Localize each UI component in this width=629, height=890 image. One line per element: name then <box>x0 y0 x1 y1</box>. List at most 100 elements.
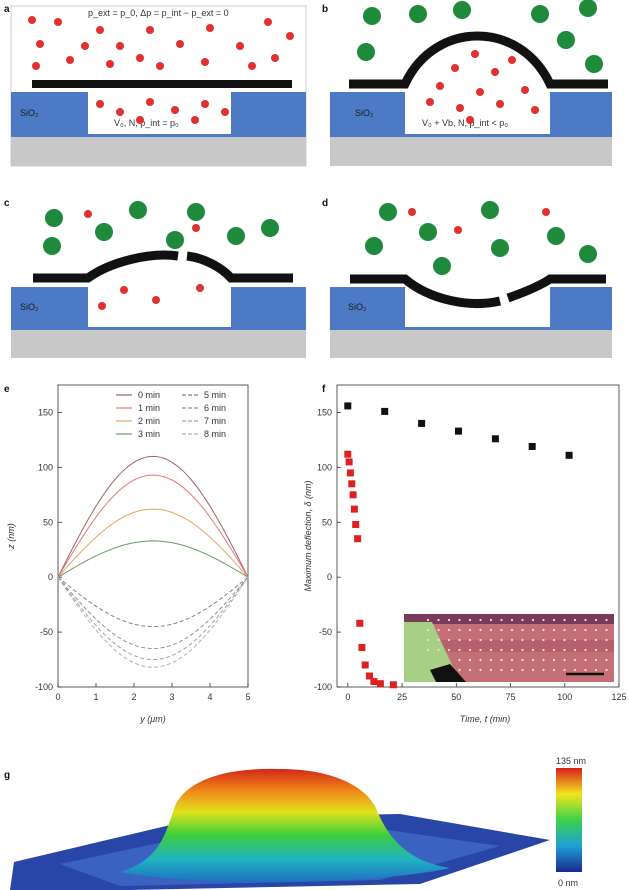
outside-molecule <box>166 231 184 249</box>
data-point-red <box>356 619 364 627</box>
pressure-equation: p_ext = p_0, Δp = p_int − p_ext = 0 <box>88 8 229 18</box>
chamber-equation: V₀ + Vb, N, p_int < p₀ <box>422 118 508 128</box>
chamber-dot <box>552 628 556 632</box>
inside-molecules <box>84 210 204 310</box>
chamber-dot <box>510 628 514 632</box>
gas-molecule <box>54 18 62 26</box>
outside-molecule <box>579 245 597 263</box>
chamber-dot <box>479 618 482 622</box>
gas-molecule <box>286 32 294 40</box>
outside-molecule <box>43 237 61 255</box>
base-layer <box>11 137 306 166</box>
outside-molecule <box>491 239 509 257</box>
x-tick-label: 0 <box>345 692 350 702</box>
chamber-dot <box>468 668 472 672</box>
outside-molecule <box>579 0 597 17</box>
inside-molecule <box>120 286 128 294</box>
chamber-dot <box>563 668 566 672</box>
gas-molecule <box>116 42 124 50</box>
chamber-dot <box>531 668 535 672</box>
data-point-red <box>346 469 354 477</box>
inside-molecule <box>196 284 204 292</box>
y-tick-label: -100 <box>35 682 53 692</box>
legend-box <box>111 389 246 447</box>
inset-dark-region <box>430 664 466 682</box>
chamber-dot <box>426 648 430 652</box>
outside-molecules <box>357 0 603 73</box>
x-tick-label: 100 <box>557 692 572 702</box>
deflated-membrane-right <box>506 274 606 303</box>
outside-molecules <box>28 16 294 70</box>
data-point-red <box>344 450 352 458</box>
chamber-dot <box>489 648 493 652</box>
chamber-dot <box>573 628 577 632</box>
data-point-red <box>366 672 373 680</box>
data-point-black <box>565 451 573 459</box>
chamber-dot <box>479 668 482 672</box>
axis-ticks: 0 25 50 75 100 125 -100 -50 0 50 100 150 <box>314 407 627 702</box>
chamber-dot <box>552 658 556 662</box>
chamber-dot <box>426 628 430 632</box>
panel-b: b SiO₂ V₀ + Vb, N, p_int < p₀ <box>322 0 612 166</box>
legend-entry: 8 min <box>204 429 226 439</box>
chamber-dot <box>605 618 608 622</box>
chamber-dot <box>573 618 577 622</box>
microchamber <box>88 92 231 134</box>
chamber-dot <box>510 658 514 662</box>
gas-molecule <box>96 100 104 108</box>
y-tick-label: 150 <box>317 407 332 417</box>
panel-label-e: e <box>4 384 10 395</box>
inside-molecule <box>531 106 539 114</box>
data-point-black <box>381 407 389 415</box>
chamber-dot <box>489 618 493 622</box>
chamber-dot <box>531 628 535 632</box>
chamber-dot <box>458 618 461 622</box>
outside-molecule <box>419 223 437 241</box>
substrate-label: SiO₂ <box>348 302 367 312</box>
legend-entry: 6 min <box>204 403 226 413</box>
gas-molecule <box>248 62 256 70</box>
chamber-dot <box>521 668 524 672</box>
legend-entry: 7 min <box>204 416 226 426</box>
inside-molecule <box>456 104 464 112</box>
y-tick-label: 100 <box>317 462 332 472</box>
profile-curve <box>57 576 249 661</box>
chamber-dot <box>605 648 608 652</box>
legend-entry: 1 min <box>138 403 160 413</box>
gas-molecule <box>176 40 184 48</box>
gas-molecule <box>116 108 124 116</box>
data-point-red <box>354 535 362 543</box>
chamber-dot <box>584 618 587 622</box>
chamber-dot <box>458 658 461 662</box>
chamber-dot <box>468 658 472 662</box>
data-point-black <box>528 443 536 450</box>
x-axis-label: Time, t (min) <box>460 714 510 724</box>
outside-molecule <box>481 201 499 219</box>
plot-frame <box>57 384 249 688</box>
panel-c: c SiO₂ <box>4 198 306 358</box>
gas-molecule <box>136 116 144 124</box>
panel-label-g: g <box>4 770 10 781</box>
chamber-dot <box>563 628 566 632</box>
outside-molecule <box>95 223 113 241</box>
chamber-dot <box>458 638 461 642</box>
chamber-dot <box>605 628 608 632</box>
chamber-dot <box>531 658 535 662</box>
chamber-dot <box>500 638 503 642</box>
panel-label-f: f <box>322 384 326 395</box>
outside-molecule <box>433 257 451 275</box>
data-points <box>344 402 573 689</box>
legend-entry: 2 min <box>138 416 160 426</box>
panel-label-d: d <box>322 198 328 209</box>
data-point-red <box>352 521 360 528</box>
y-tick-label: -50 <box>40 627 53 637</box>
data-point-black <box>455 427 462 435</box>
chamber-dot <box>542 638 545 642</box>
graphene-membrane <box>32 80 292 88</box>
inside-molecule <box>152 296 160 304</box>
inside-molecule <box>471 50 479 58</box>
inside-molecule <box>426 98 434 106</box>
chamber-dot <box>489 628 493 632</box>
chamber-dot <box>584 658 587 662</box>
chamber-dot <box>605 638 608 642</box>
